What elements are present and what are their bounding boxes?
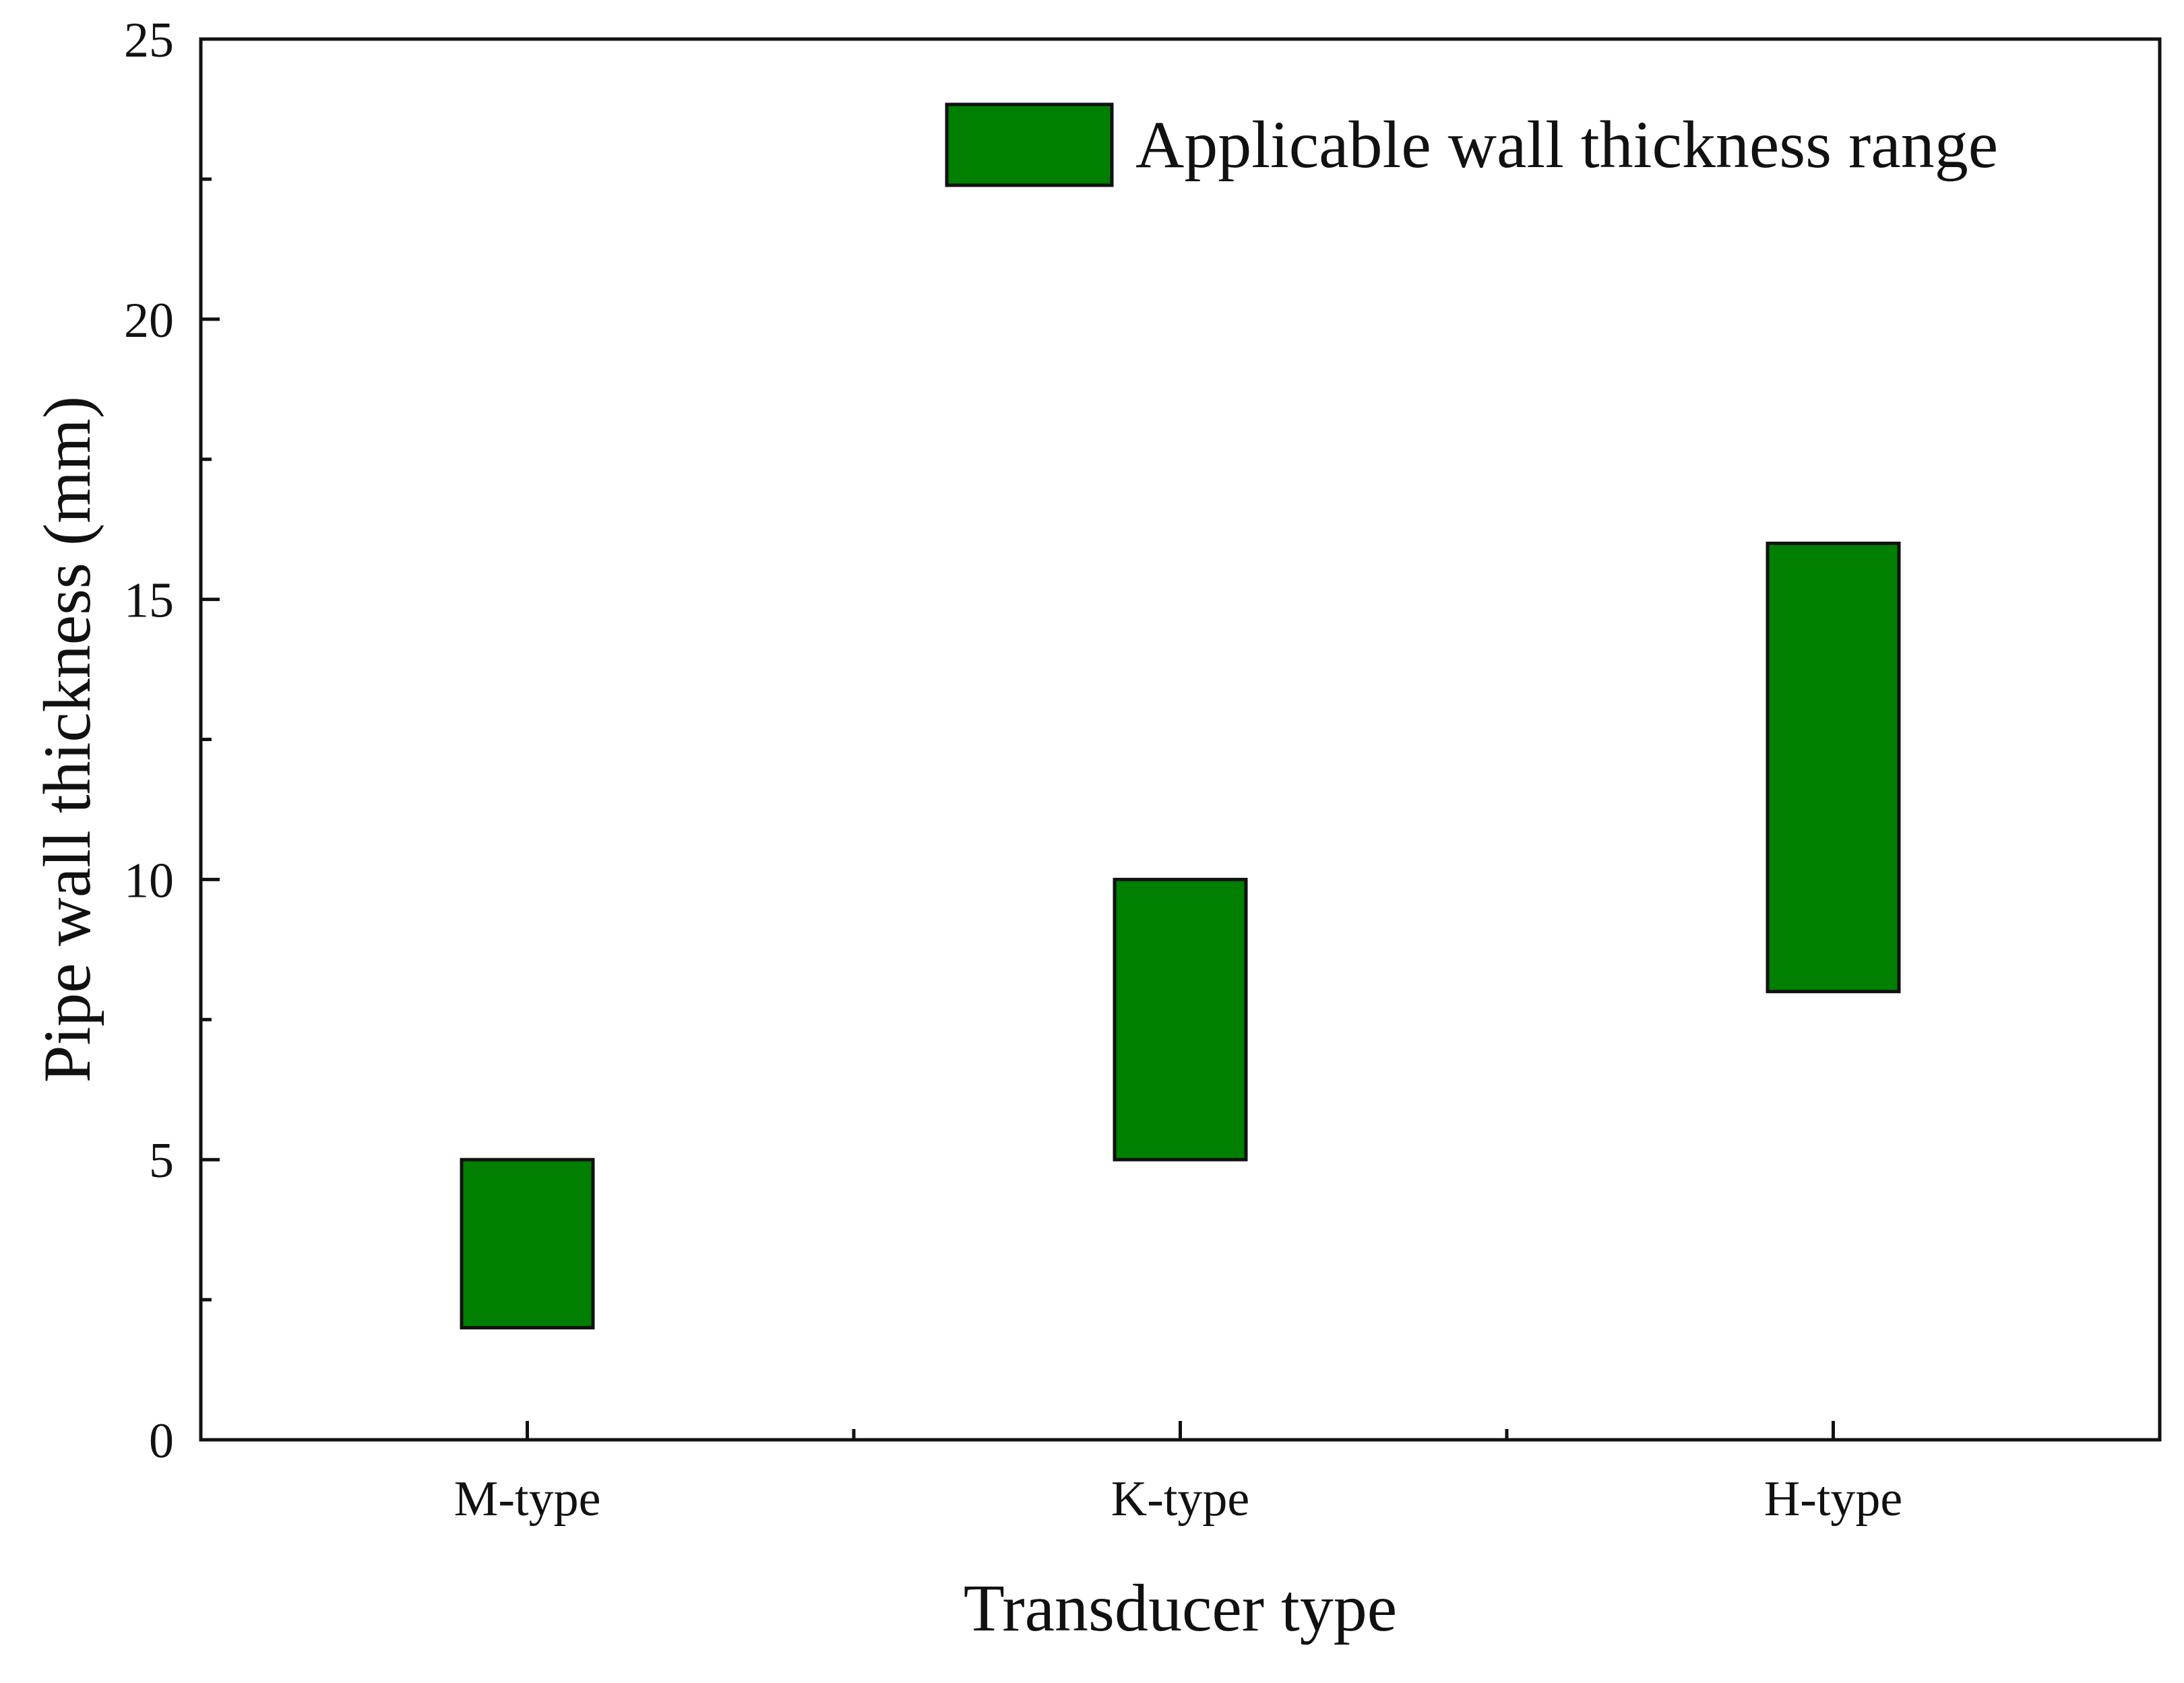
legend-label: Applicable wall thickness range <box>1135 107 1998 182</box>
y-tick-label: 20 <box>124 293 174 348</box>
y-tick-label: 5 <box>149 1133 174 1188</box>
y-tick-label: 0 <box>149 1414 174 1469</box>
y-tick-label: 25 <box>124 13 174 68</box>
x-tick-label: M-type <box>454 1471 601 1527</box>
legend: Applicable wall thickness range <box>945 102 1998 187</box>
x-tick-label: H-type <box>1764 1471 1903 1527</box>
y-tick-label: 15 <box>124 573 174 629</box>
labels-layer: 0 5 10 15 20 25 M-type K-type H-type <box>124 13 1902 1527</box>
range-bar <box>1766 541 1901 994</box>
ticks-layer <box>201 37 1835 1442</box>
x-tick-label: K-type <box>1111 1471 1250 1527</box>
y-tick-label: 10 <box>124 853 174 908</box>
legend-swatch <box>945 102 1114 187</box>
y-axis-title: Pipe wall thickness (mm) <box>30 396 104 1083</box>
range-bar <box>1113 877 1248 1162</box>
bars-layer <box>460 541 1901 1330</box>
range-bar <box>460 1157 595 1330</box>
x-axis-title: Transducer type <box>964 1570 1397 1645</box>
